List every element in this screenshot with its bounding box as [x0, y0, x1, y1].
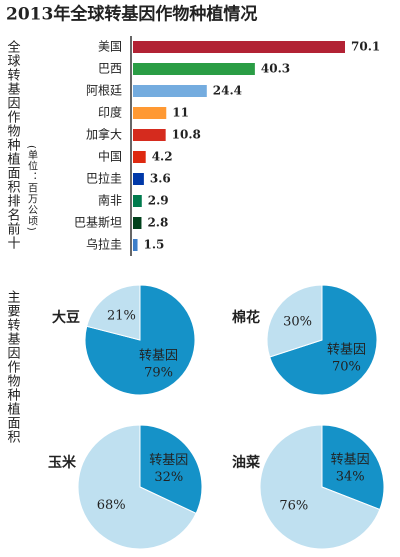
title: 2013年全球转基因作物种植情况 [6, 4, 257, 25]
pie-title: 棉花 [232, 309, 260, 326]
pie-slice [77, 424, 197, 550]
slice-label: 70% [332, 359, 361, 374]
bar [133, 239, 138, 251]
slice-label: 79% [144, 365, 173, 380]
unit-label: (单位：百万公顷) [26, 145, 38, 232]
category-label: 阿根廷 [86, 84, 122, 98]
slice-label: 34% [336, 469, 365, 484]
category-label: 美国 [98, 40, 122, 54]
category-label: 中国 [98, 149, 122, 164]
value-label: 3.6 [150, 172, 171, 186]
value-label: 2.9 [148, 194, 169, 208]
value-label: 2.8 [147, 216, 168, 230]
bar [133, 107, 167, 119]
slice-label: 76% [279, 499, 308, 514]
value-label: 24.4 [213, 84, 242, 98]
category-label: 乌拉圭 [86, 237, 122, 252]
bar [133, 129, 166, 141]
slice-label: 32% [154, 470, 183, 485]
value-label: 1.5 [144, 238, 165, 252]
slice-name: 转基因 [149, 453, 188, 468]
bar [133, 173, 144, 185]
value-label: 70.1 [351, 40, 380, 54]
bar [133, 151, 146, 163]
slice-name: 转基因 [331, 452, 370, 467]
value-label: 11 [172, 106, 189, 120]
slice-name: 转基因 [139, 348, 178, 363]
pie-slice [139, 424, 203, 515]
category-label: 印度 [98, 105, 122, 120]
bar [133, 41, 345, 53]
pie-title: 大豆 [52, 309, 80, 326]
pie-slice [321, 424, 385, 511]
category-label: 巴拉圭 [86, 171, 122, 186]
category-label: 南非 [98, 193, 122, 208]
category-label: 巴基斯坦 [74, 216, 122, 230]
slice-label: 30% [283, 315, 312, 330]
value-label: 4.2 [152, 150, 173, 164]
slice-name: 转基因 [327, 342, 366, 357]
bar [133, 217, 142, 229]
slice-label: 68% [97, 498, 126, 513]
category-label: 巴西 [98, 62, 122, 76]
bar [133, 85, 207, 97]
pie-slice [266, 284, 323, 358]
bar [133, 195, 142, 207]
pie-slice [269, 284, 378, 396]
value-label: 40.3 [261, 62, 290, 76]
bar [133, 63, 255, 75]
pie-slice [259, 424, 381, 550]
pie-title: 油菜 [232, 454, 261, 471]
pie-title: 玉米 [48, 454, 77, 471]
pie-slice [86, 284, 141, 341]
value-label: 10.8 [172, 128, 201, 142]
section-label: 主要转基因作物种植面积 [5, 290, 21, 444]
y-axis-label: 全球转基因作物种植面积排名前十 [5, 39, 21, 250]
slice-label: 21% [107, 309, 136, 324]
category-label: 加拿大 [86, 127, 122, 142]
